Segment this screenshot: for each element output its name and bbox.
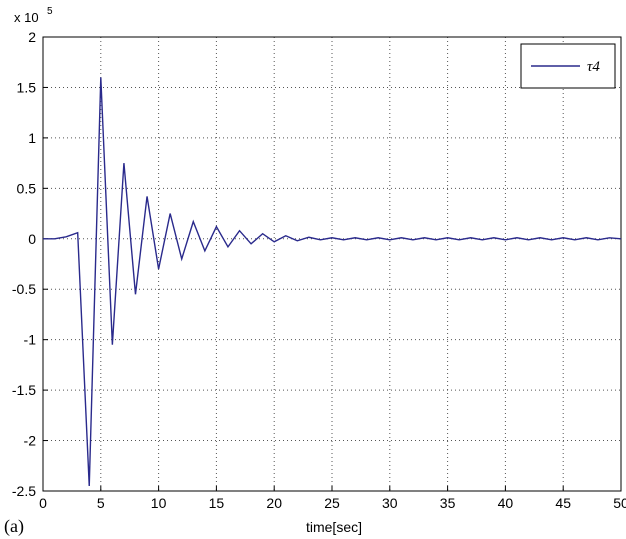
- y-tick-label: 1: [28, 130, 36, 146]
- x-tick-label: 30: [382, 495, 398, 511]
- y-tick-label: 0.5: [17, 180, 37, 196]
- y-multiplier: x 10 5: [14, 6, 53, 25]
- y-tick-label: 0: [28, 231, 36, 247]
- axis-ticks: 0 5 10 15 20 25 30 35 40 45 50 2 1.5 1 0.5 0 -0.5 -1 -1.5 -…: [12, 29, 626, 511]
- x-tick-label: 15: [209, 495, 225, 511]
- series-group: [43, 77, 622, 486]
- y-tick-label: 2: [28, 29, 36, 45]
- grid-lines: [43, 37, 621, 491]
- x-tick-label: 40: [498, 495, 514, 511]
- legend: τ4: [520, 43, 616, 89]
- y-tick-label: -2.5: [12, 483, 36, 499]
- y-multiplier-exponent: 5: [47, 6, 53, 17]
- y-tick-label: -2: [24, 433, 37, 449]
- x-tick-label: 20: [266, 495, 282, 511]
- y-tick-label: 1.5: [17, 79, 37, 95]
- x-tick-label: 0: [39, 495, 47, 511]
- x-tick-label: 45: [555, 495, 571, 511]
- y-tick-label: -0.5: [12, 281, 36, 297]
- legend-label-tau4: τ4: [587, 59, 600, 75]
- x-tick-label: 35: [440, 495, 456, 511]
- x-tick-label: 25: [324, 495, 340, 511]
- y-tick-label: -1: [24, 332, 37, 348]
- series-line-tau4: [43, 77, 622, 486]
- x-tick-label: 50: [613, 495, 626, 511]
- x-tick-label: 5: [97, 495, 105, 511]
- x-tick-label: 10: [151, 495, 167, 511]
- y-tick-label: -1.5: [12, 382, 36, 398]
- y-multiplier-base: x 10: [14, 10, 39, 25]
- panel-label: (a): [4, 516, 24, 537]
- x-axis-label: time[sec]: [306, 519, 362, 535]
